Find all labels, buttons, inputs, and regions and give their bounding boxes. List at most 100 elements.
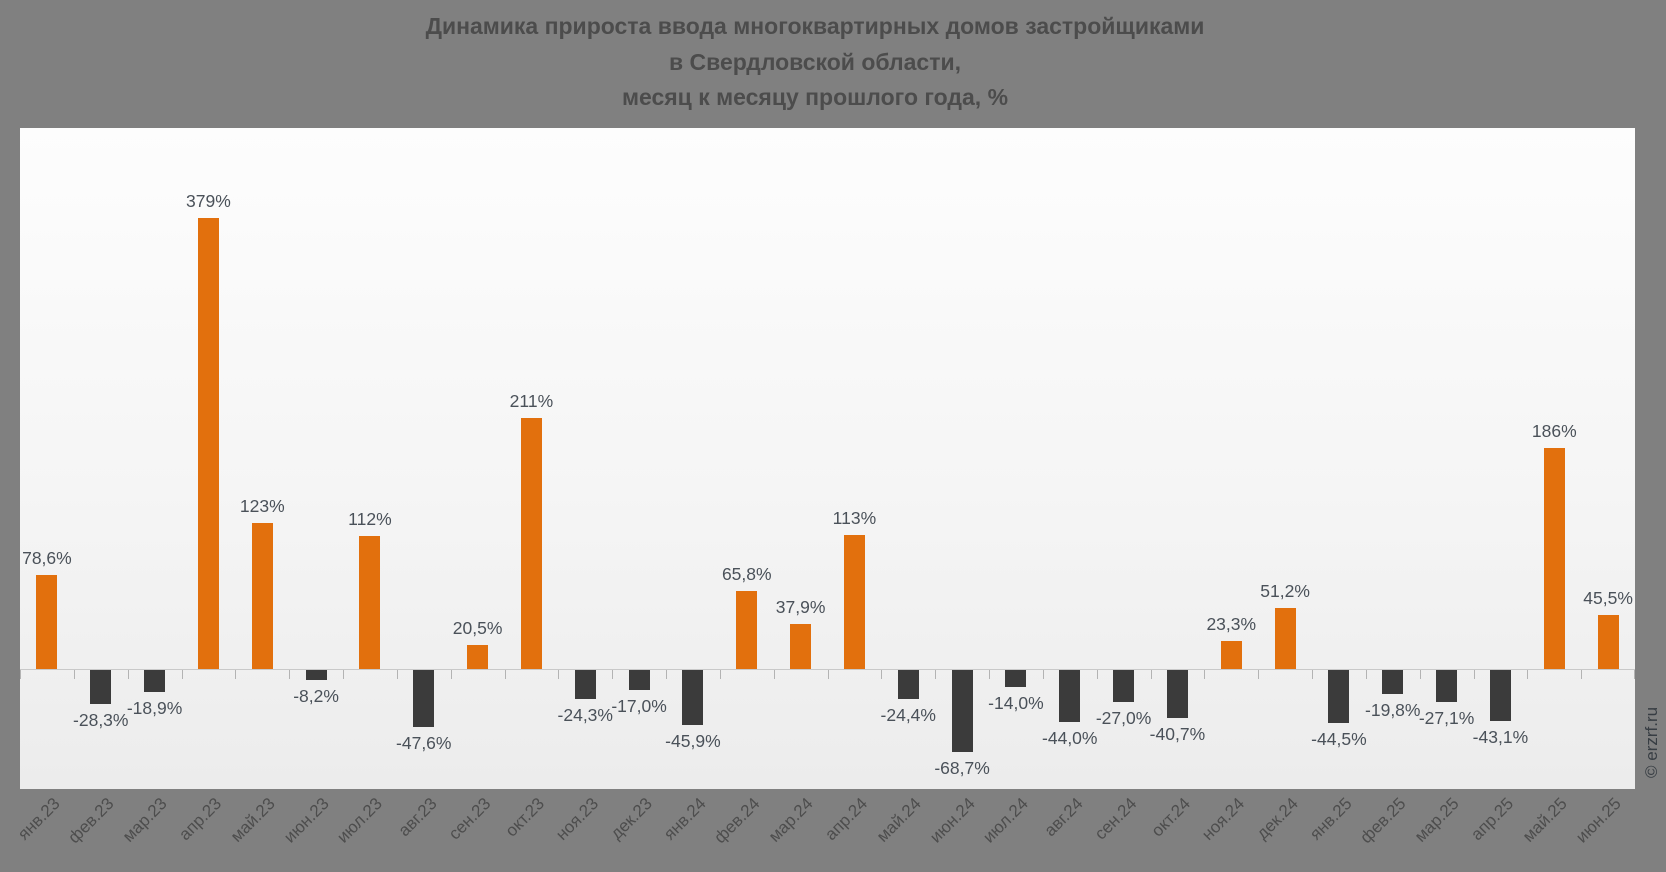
axis-tick: [289, 670, 290, 679]
bar-мар.23: [144, 670, 166, 693]
bar-сен.23: [467, 644, 489, 669]
axis-tick: [720, 670, 721, 679]
bar-окт.23: [520, 417, 542, 669]
plot-panel: 78,6% -28,3% -18,9% 379% 123% -8,2% 112% -47,6%…: [20, 128, 1635, 789]
value-label-апр.24: 113%: [832, 507, 877, 528]
value-label-сен.23: 20,5%: [452, 617, 503, 638]
value-label-янв.23: 78,6%: [22, 548, 72, 569]
value-label-май.25: 186%: [1531, 420, 1577, 441]
axis-tick: [451, 670, 452, 679]
chart-title-line-1: Динамика прироста ввода многоквартирных …: [425, 13, 1205, 39]
axis-tick: [1258, 670, 1259, 679]
watermark: © erzrf.ru: [1642, 706, 1661, 778]
axis-tick: [828, 670, 829, 679]
value-label-мар.24: 37,9%: [775, 596, 826, 617]
bar-мар.25: [1436, 670, 1458, 703]
bar-фев.23: [90, 670, 112, 704]
x-label-сен.24: сен.24: [1090, 794, 1141, 844]
x-label-янв.25: янв.25: [1305, 794, 1356, 844]
x-label-май.24: май.24: [872, 794, 925, 846]
axis-tick: [1366, 670, 1367, 679]
value-label-сен.24: -27,0%: [1095, 708, 1152, 729]
bar-июл.24: [1005, 670, 1027, 687]
value-label-июн.25: 45,5%: [1583, 587, 1633, 608]
x-label-янв.23: янв.23: [13, 794, 64, 844]
x-label-июл.23: июл.23: [333, 794, 387, 847]
x-label-ноя.23: ноя.23: [551, 794, 602, 844]
x-label-фев.24: фев.24: [710, 794, 764, 848]
axis-tick: [935, 670, 936, 679]
bar-фев.24: [736, 590, 758, 669]
value-label-окт.23: 211%: [509, 390, 554, 411]
value-label-авг.23: -47,6%: [396, 732, 452, 753]
axis-tick: [505, 670, 506, 679]
x-label-дек.24: дек.24: [1252, 794, 1302, 844]
bar-авг.24: [1059, 670, 1081, 723]
value-label-авг.24: -44,0%: [1042, 728, 1098, 749]
bar-дек.23: [628, 670, 650, 691]
value-label-янв.25: -44,5%: [1311, 728, 1367, 749]
axis-tick: [1581, 670, 1582, 679]
x-label-окт.24: окт.24: [1147, 794, 1194, 841]
value-label-фев.25: -19,8%: [1365, 699, 1421, 720]
bar-июн.23: [305, 670, 327, 680]
chart-title-line-3: месяц к месяцу прошлого года, %: [621, 84, 1009, 110]
axis-tick: [1312, 670, 1313, 679]
bar-апр.24: [843, 534, 865, 669]
x-label-апр.25: апр.25: [1466, 794, 1517, 845]
bar-окт.24: [1166, 670, 1188, 719]
axis-tick: [235, 670, 236, 679]
bar-янв.24: [682, 670, 704, 725]
x-label-дек.23: дек.23: [606, 794, 656, 844]
value-label-дек.23: -17,0%: [611, 696, 667, 717]
value-label-ноя.23: -24,3%: [557, 704, 613, 725]
x-label-авг.24: авг.24: [1040, 794, 1087, 841]
axis-tick: [74, 670, 75, 679]
bar-дек.24: [1274, 608, 1296, 669]
x-label-июн.24: июн.24: [925, 794, 979, 847]
x-label-фев.25: фев.25: [1356, 794, 1410, 848]
axis-tick: [20, 670, 21, 679]
bar-июн.25: [1597, 614, 1619, 669]
axis-tick: [343, 670, 344, 679]
bar-май.25: [1543, 447, 1565, 669]
value-label-май.23: 123%: [239, 495, 285, 516]
x-label-апр.24: апр.24: [820, 794, 871, 845]
bar-сен.24: [1113, 670, 1135, 703]
bar-янв.25: [1328, 670, 1350, 723]
axis-tick: [1043, 670, 1044, 679]
value-label-ноя.24: 23,3%: [1206, 614, 1257, 635]
x-axis-line: [20, 669, 1635, 670]
bar-апр.23: [197, 217, 219, 669]
value-label-дек.24: 51,2%: [1260, 581, 1310, 602]
x-label-мар.24: мар.24: [765, 794, 818, 846]
value-label-май.24: -24,4%: [880, 705, 936, 726]
value-label-мар.23: -18,9%: [126, 698, 183, 719]
value-label-окт.24: -40,7%: [1149, 724, 1206, 745]
axis-tick: [774, 670, 775, 679]
x-label-май.23: май.23: [226, 794, 279, 846]
bar-ноя.24: [1220, 641, 1242, 669]
value-label-фев.23: -28,3%: [73, 709, 129, 730]
x-label-авг.23: авг.23: [394, 794, 441, 841]
bar-фев.25: [1382, 670, 1404, 694]
chart-title-line-2: в Свердловской области,: [668, 48, 961, 75]
bar-авг.23: [413, 670, 435, 727]
axis-tick: [612, 670, 613, 679]
x-label-июл.24: июл.24: [979, 794, 1033, 847]
axis-tick: [1204, 670, 1205, 679]
bar-июн.24: [951, 670, 973, 752]
value-label-янв.24: -45,9%: [665, 730, 721, 751]
axis-tick: [1097, 670, 1098, 679]
bar-янв.23: [36, 575, 58, 669]
axis-tick: [128, 670, 129, 679]
value-label-июн.23: -8,2%: [293, 685, 339, 706]
axis-tick: [397, 670, 398, 679]
x-label-янв.24: янв.24: [659, 794, 710, 844]
axis-tick: [1151, 670, 1152, 679]
axis-tick: [182, 670, 183, 679]
bar-май.24: [897, 670, 919, 700]
value-label-июл.24: -14,0%: [988, 692, 1044, 713]
axis-tick: [558, 670, 559, 679]
